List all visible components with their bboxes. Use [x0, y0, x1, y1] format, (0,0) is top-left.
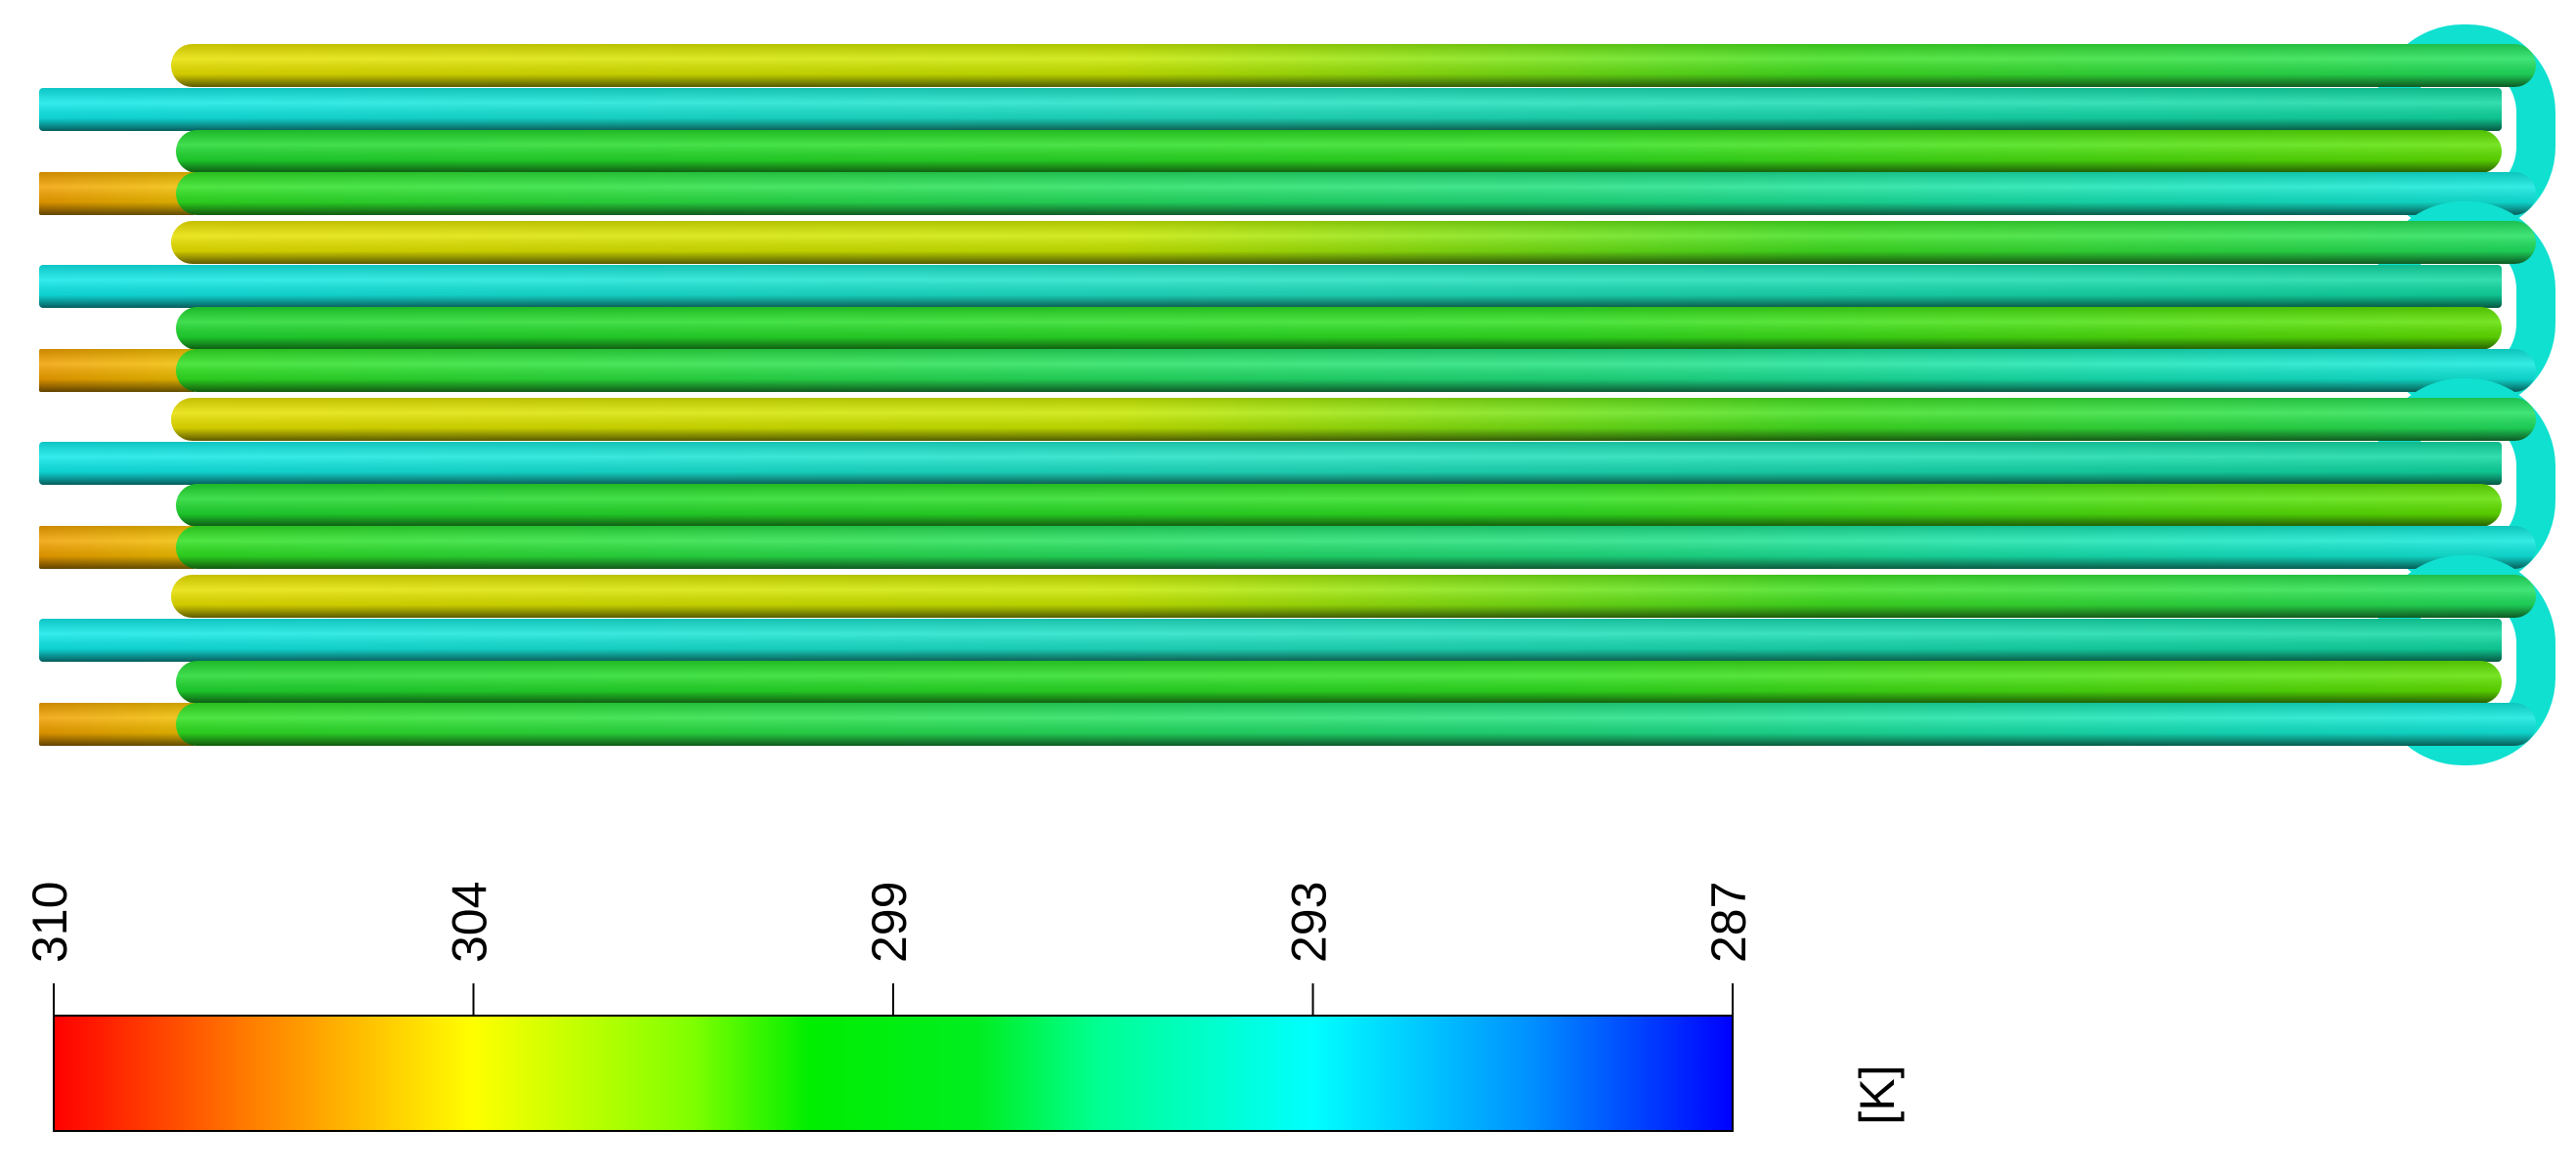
pipe-shading — [39, 703, 195, 746]
pipe-shading — [176, 484, 2502, 527]
pipe-shading — [39, 349, 195, 392]
pipe-shading — [176, 307, 2502, 350]
pipe-shading — [39, 88, 2502, 131]
colorbar-gradient — [53, 1015, 1734, 1132]
pipe-shading — [176, 526, 2536, 569]
colorbar-tick-label: 293 — [1282, 882, 1337, 963]
pipe-shading — [171, 44, 2536, 87]
pipe-bundle — [39, 24, 2555, 765]
pipe-shading — [176, 130, 2502, 173]
colorbar-tick-label: 304 — [443, 882, 497, 963]
pipe-shading — [176, 661, 2502, 704]
pipe-shading — [39, 172, 195, 215]
colorbar-tick-label: 310 — [22, 882, 77, 963]
pipe-shading — [39, 442, 2502, 485]
colorbar: [K] 310 304 299 293 287 — [22, 882, 1905, 1132]
pipe-shading — [176, 703, 2536, 746]
pipe-shading — [176, 172, 2536, 215]
pipe-shading — [39, 619, 2502, 662]
pipe-shading — [39, 526, 195, 569]
pipe-shading — [176, 349, 2536, 392]
pipe-shading — [171, 398, 2536, 441]
colorbar-tick-label: 287 — [1701, 882, 1756, 963]
pipe-shading — [171, 221, 2536, 264]
colorbar-unit: [K] — [1850, 1064, 1905, 1124]
pipe-shading — [171, 575, 2536, 618]
colorbar-tick-label: 299 — [862, 882, 917, 963]
pipe-shading — [39, 265, 2502, 308]
